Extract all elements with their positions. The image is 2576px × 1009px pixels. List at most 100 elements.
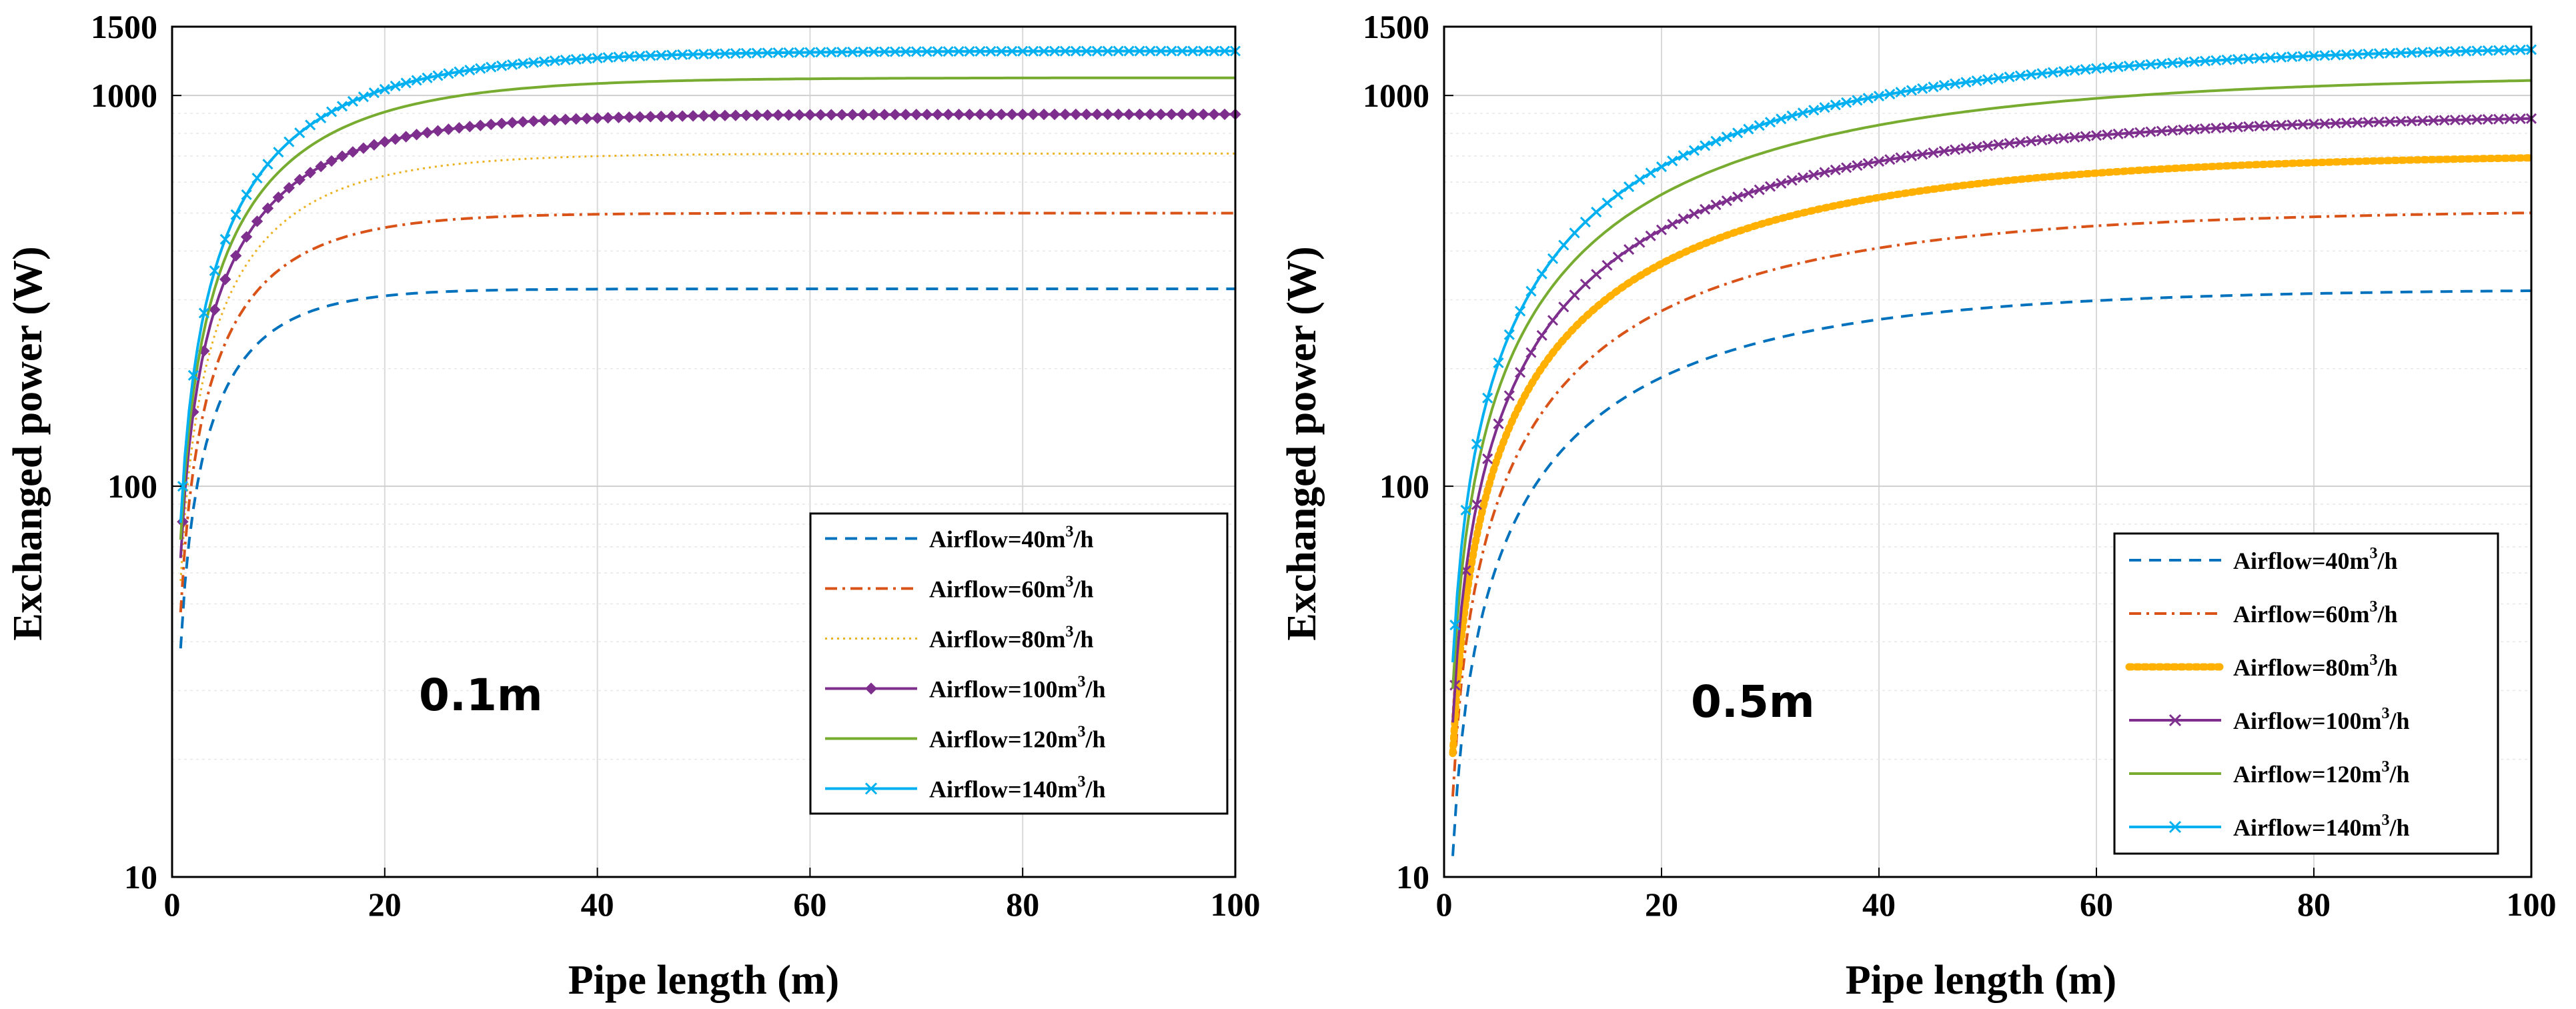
series-marker <box>2265 52 2276 63</box>
series-marker <box>1852 95 1863 106</box>
legend-box <box>809 512 1229 815</box>
series-marker <box>411 75 422 86</box>
series-marker <box>2026 135 2037 147</box>
series-marker <box>942 108 954 121</box>
series-marker <box>1960 77 1972 88</box>
series-marker <box>2287 51 2298 63</box>
series-marker <box>996 45 1007 57</box>
series-marker <box>2047 67 2058 78</box>
legend-label: Airflow=60m3/h <box>929 574 1094 603</box>
series-marker <box>2319 118 2331 129</box>
series-marker <box>2167 57 2178 69</box>
series-marker <box>2058 65 2070 77</box>
series-marker <box>1873 90 1885 102</box>
series-marker <box>857 109 869 121</box>
y-axis-label-left: Exchanged power (W) <box>5 246 51 640</box>
series-marker <box>2417 47 2429 58</box>
series-marker <box>1070 108 1082 121</box>
series-marker <box>240 231 253 243</box>
series-marker <box>2123 127 2134 139</box>
series-marker <box>1830 164 1841 175</box>
series-marker <box>719 109 731 121</box>
series-marker <box>910 46 922 57</box>
series-marker <box>549 55 560 67</box>
series-marker <box>1993 139 2004 150</box>
series-marker <box>2188 56 2200 67</box>
series-marker <box>496 117 508 129</box>
x-tick-label: 0 <box>164 886 181 923</box>
series-marker <box>326 155 338 167</box>
series-marker <box>1471 499 1482 510</box>
x-tick-label: 100 <box>1211 886 1261 923</box>
series-marker <box>2156 125 2167 137</box>
series-marker <box>1917 149 1928 160</box>
series-marker <box>1971 141 1982 153</box>
series-marker <box>826 47 837 58</box>
series-marker <box>219 233 231 245</box>
y-tick-label: 100 <box>1379 467 1429 505</box>
legend-item: Airflow=140m3/h <box>2129 812 2410 841</box>
series-marker <box>2482 45 2493 56</box>
series-marker <box>1198 45 1209 57</box>
series-marker <box>2178 57 2189 68</box>
series-marker <box>868 109 880 121</box>
series-marker <box>613 51 624 63</box>
series-marker <box>1070 45 1081 57</box>
series-marker <box>825 109 837 121</box>
series-marker <box>740 47 752 59</box>
series-marker <box>804 109 816 121</box>
series-marker <box>751 47 762 59</box>
series-marker <box>2243 121 2255 132</box>
series-marker <box>475 63 486 74</box>
series-marker <box>368 87 380 99</box>
series-marker <box>1536 329 1547 341</box>
series-marker <box>2265 120 2276 131</box>
series-marker <box>1460 504 1471 516</box>
legend-item: Airflow=100m3/h <box>825 674 1106 703</box>
series-left-5 <box>179 76 1235 540</box>
series-marker <box>2363 48 2374 59</box>
series-marker <box>2221 54 2232 65</box>
series-marker <box>251 215 263 227</box>
series-marker <box>507 59 518 70</box>
series-marker <box>2504 113 2515 125</box>
series-marker <box>878 46 890 57</box>
series-marker <box>2080 64 2091 75</box>
series-line <box>179 211 1235 613</box>
series-marker <box>1624 181 1635 193</box>
series-marker <box>2449 45 2461 57</box>
series-marker <box>1982 74 1994 85</box>
series-marker <box>1721 195 1732 207</box>
y-tick-label: 1500 <box>1363 8 1429 45</box>
y-tick-label: 1500 <box>91 8 157 45</box>
series-marker <box>889 46 900 57</box>
series-marker <box>2515 113 2526 125</box>
annotation-left: 0.1m <box>419 670 543 721</box>
series-marker <box>2449 114 2461 126</box>
series-marker <box>1841 97 1852 108</box>
series-marker <box>1841 162 1852 173</box>
series-marker <box>836 109 848 121</box>
series-marker <box>1493 418 1504 429</box>
series-marker <box>1743 123 1754 135</box>
series-marker <box>2428 46 2439 57</box>
series-left-6 <box>177 45 1241 524</box>
series-marker <box>1906 85 1917 96</box>
series-marker <box>2297 51 2309 62</box>
series-marker <box>794 47 805 58</box>
series-marker <box>1634 174 1646 185</box>
legend-label: Airflow=80m3/h <box>929 624 1094 653</box>
series-marker <box>1176 108 1189 121</box>
series-marker <box>1710 135 1722 147</box>
series-marker <box>464 121 476 133</box>
series-marker <box>1209 45 1220 57</box>
series-right-4 <box>1449 113 2537 723</box>
series-marker <box>261 202 274 215</box>
y-ticks-left: 10 100 1000 1500 <box>91 8 181 896</box>
series-marker <box>304 167 316 179</box>
legend-item: Airflow=60m3/h <box>825 574 1094 603</box>
series-marker <box>422 72 433 83</box>
series-marker <box>1884 88 1896 100</box>
series-marker <box>1688 208 1700 219</box>
series-marker <box>889 109 901 121</box>
